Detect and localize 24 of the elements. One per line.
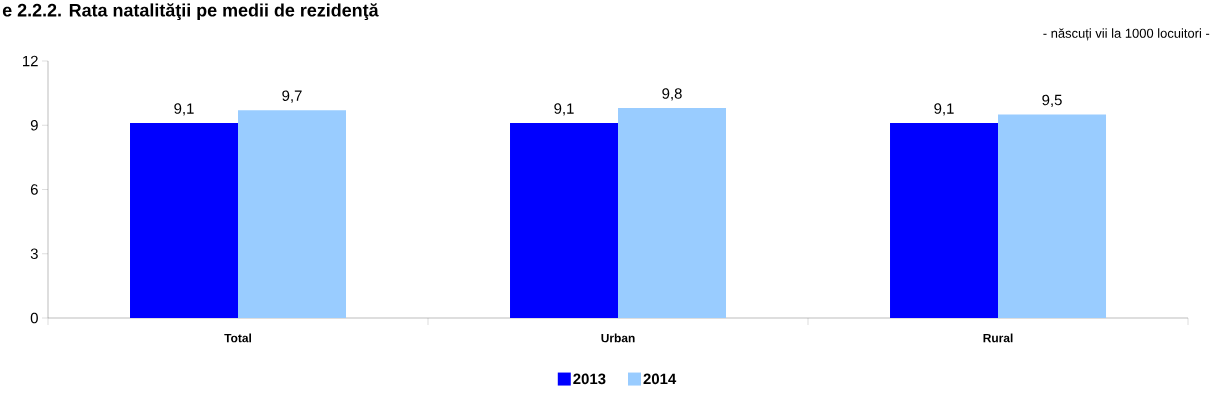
y-tick-label: 3 (30, 248, 38, 260)
data-label: 9,1 (174, 103, 194, 116)
data-label: 9,8 (662, 88, 682, 101)
x-tick-label: Urban (601, 333, 635, 343)
y-tick-label: 9 (30, 119, 38, 131)
bar (130, 123, 239, 318)
y-tick-label: 6 (30, 184, 38, 195)
data-label: 9,5 (1042, 94, 1062, 108)
bar (238, 110, 347, 318)
x-tick-label: Total (224, 333, 251, 343)
bar (890, 123, 999, 318)
chart-title: e 2.2.2. Rata natalităţii pe medii de rezidenţă (2, 3, 379, 21)
bar (510, 123, 619, 318)
x-tick-label: Rural (983, 333, 1013, 343)
chart-subtitle: - născuți vii la 1000 locuitori - (1043, 28, 1210, 41)
legend-label: 2014 (643, 373, 677, 385)
bar (998, 114, 1107, 318)
data-label: 9,1 (554, 103, 574, 116)
y-tick-label: 0 (30, 312, 38, 324)
bar (618, 108, 727, 318)
data-label: 9,1 (934, 103, 954, 116)
y-tick-label: 12 (23, 55, 38, 67)
legend-label: 2013 (573, 373, 606, 385)
data-label: 9,7 (282, 90, 302, 103)
